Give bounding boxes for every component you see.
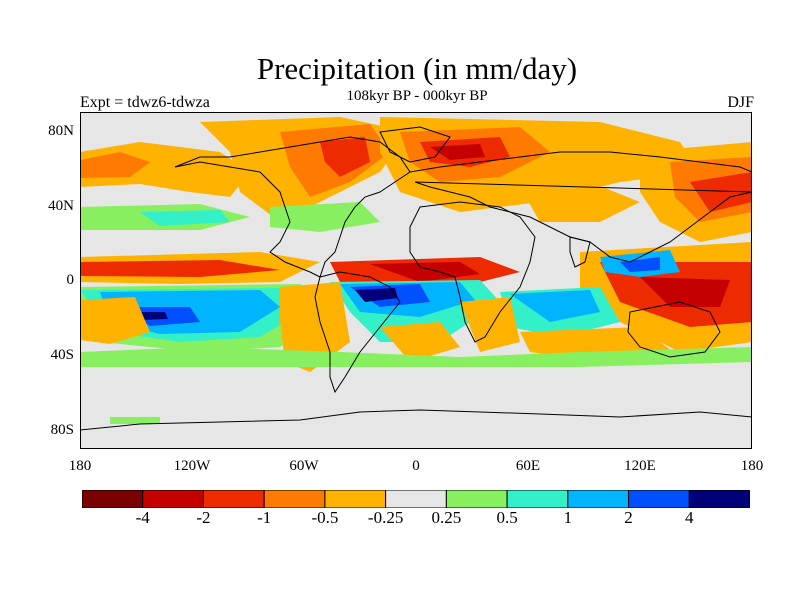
field-arctic-darkred [430, 144, 485, 160]
colorbar-swatch [688, 490, 750, 508]
field-southern-ocean-green [80, 347, 752, 367]
colorbar-swatch [263, 490, 326, 508]
season-label: DJF [727, 94, 754, 111]
precipitation-map [80, 112, 752, 449]
colorbar [82, 490, 750, 508]
lat-label-80s: 80S [50, 422, 74, 438]
field-south-america-dry [280, 282, 350, 372]
field-north-america-deep [320, 137, 370, 177]
colorbar-swatch [567, 490, 630, 508]
colorbar-label: -0.25 [367, 508, 404, 527]
experiment-label: Expt = tdwz6-tdwza [80, 94, 210, 111]
coast-greenland [379, 126, 451, 163]
field-north-pacific-red [80, 152, 150, 178]
lat-label-40s: 40S [50, 347, 74, 363]
colorbar-label: 0.25 [431, 508, 462, 527]
lat-label-80n: 80N [48, 123, 74, 139]
coast-india [569, 236, 591, 268]
lon-label-180w: 180 [68, 458, 92, 474]
colorbar-label: 0.5 [496, 508, 518, 527]
field-africa-dry [460, 297, 520, 352]
colorbar-swatch [82, 490, 144, 508]
colorbar-swatch [324, 490, 387, 508]
lon-label-60e: 60E [515, 458, 541, 474]
coast-australia [627, 301, 721, 358]
coastlines [80, 126, 752, 431]
map-title: Precipitation (in mm/day) [256, 51, 578, 86]
coast-africa [409, 201, 536, 343]
map-svg [80, 112, 752, 449]
lat-label-0: 0 [66, 272, 75, 288]
colorbar-swatch [142, 490, 204, 508]
field-npac-wet-cyan [140, 210, 230, 226]
field-mideast-orange [520, 182, 640, 222]
field-southern-ocean-green-2 [110, 417, 160, 424]
lat-label-40n: 40N [48, 198, 74, 214]
field-satlantic-wet-max [355, 288, 398, 302]
field-wpac-wet-darkblue [620, 257, 660, 272]
lon-label-60w: 60W [289, 458, 319, 474]
coast-north-america [174, 136, 411, 278]
field-indian-wet-blue [510, 290, 600, 322]
field-atlantic-wet [270, 202, 380, 232]
map-frame [80, 112, 752, 449]
colorbar-swatch [628, 490, 690, 508]
colorbar-label: 2 [624, 508, 633, 527]
lon-label-120w: 120W [173, 458, 211, 474]
field-maritime-deep [640, 277, 730, 307]
field-east-asia-deep [690, 172, 752, 212]
field-tropical-pacific-red [80, 260, 280, 277]
colorbar-swatch [385, 490, 447, 508]
map-subtitle: 108kyr BP - 000kyr BP [346, 88, 488, 104]
colorbar-swatch [202, 490, 265, 508]
field-south-pacific-dry-orange [80, 297, 150, 344]
lon-label-0: 0 [412, 458, 420, 474]
coast-antarctica [80, 409, 752, 431]
lon-label-120e: 120E [624, 458, 656, 474]
colorbar-label: -4 [135, 508, 150, 527]
colorbar-label: -0.5 [311, 508, 339, 527]
colorbar-label: -1 [257, 508, 272, 527]
colorbar-label: 1 [563, 508, 573, 527]
colorbar-label: -2 [196, 508, 211, 527]
colorbar-swatch [506, 490, 569, 508]
field-tropical-atlantic-deep [370, 262, 480, 282]
colorbar-swatch [445, 490, 508, 508]
field-south-atlantic-dry [380, 322, 460, 362]
lon-label-180e: 180 [740, 458, 764, 474]
colorbar-label: 4 [685, 508, 694, 527]
coast-south-america [314, 271, 401, 394]
precip-anomaly-fields [80, 117, 752, 424]
